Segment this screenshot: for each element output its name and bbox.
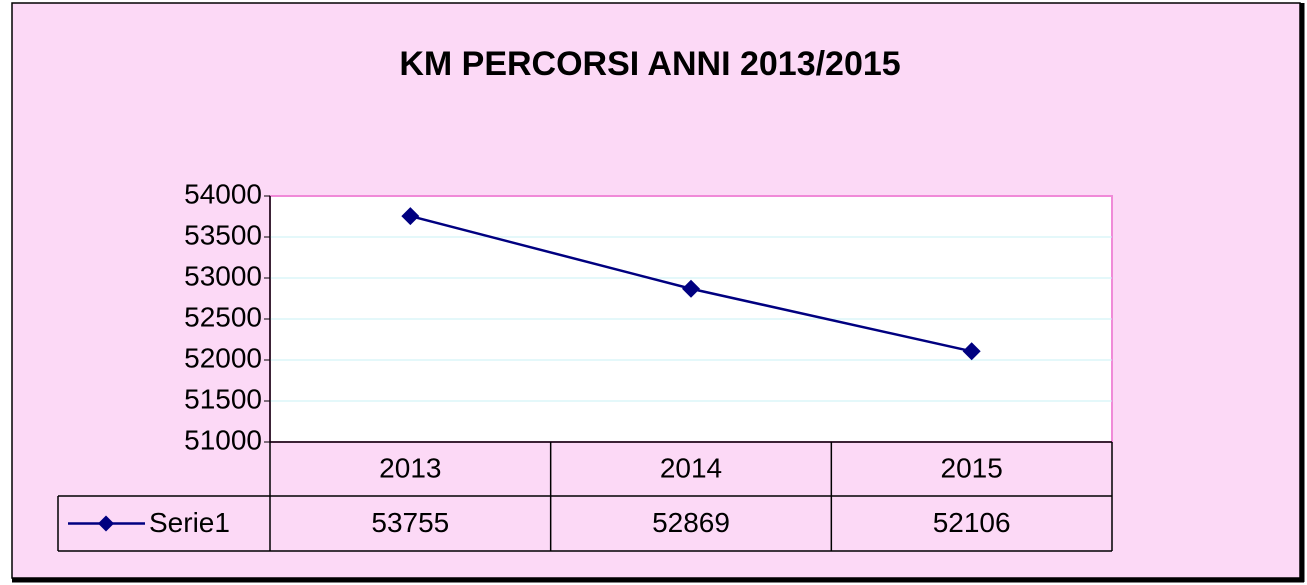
point-marker: [682, 279, 700, 298]
y-tick-label: 51000: [184, 424, 262, 455]
x-tick-label: 2014: [660, 452, 722, 483]
point-marker: [401, 207, 420, 226]
legend-label: Serie1: [149, 507, 230, 538]
y-tick-label: 52000: [184, 342, 262, 373]
y-tick-label: 53500: [184, 219, 262, 250]
y-tick-label: 54000: [184, 178, 262, 209]
chart-title: KM PERCORSI ANNI 2013/2015: [399, 45, 900, 83]
y-tick-label: 52500: [184, 301, 262, 332]
x-tick-label: 2013: [379, 452, 441, 483]
legend-marker: [98, 515, 114, 532]
grid: 51000 51500 52000 52500 53000 53500 54000: [184, 178, 1112, 455]
point-marker: [962, 342, 981, 361]
table-value: 52869: [652, 507, 730, 538]
y-tick-label: 53000: [184, 260, 262, 291]
table-value: 52106: [933, 507, 1011, 538]
x-tick-label: 2015: [941, 452, 1003, 483]
series: [401, 207, 981, 361]
data-table: 2013 2014 2015 Serie1 53755 52869 52106: [57, 441, 1113, 552]
y-tick-label: 51500: [184, 383, 262, 414]
table-value: 53755: [371, 507, 449, 538]
